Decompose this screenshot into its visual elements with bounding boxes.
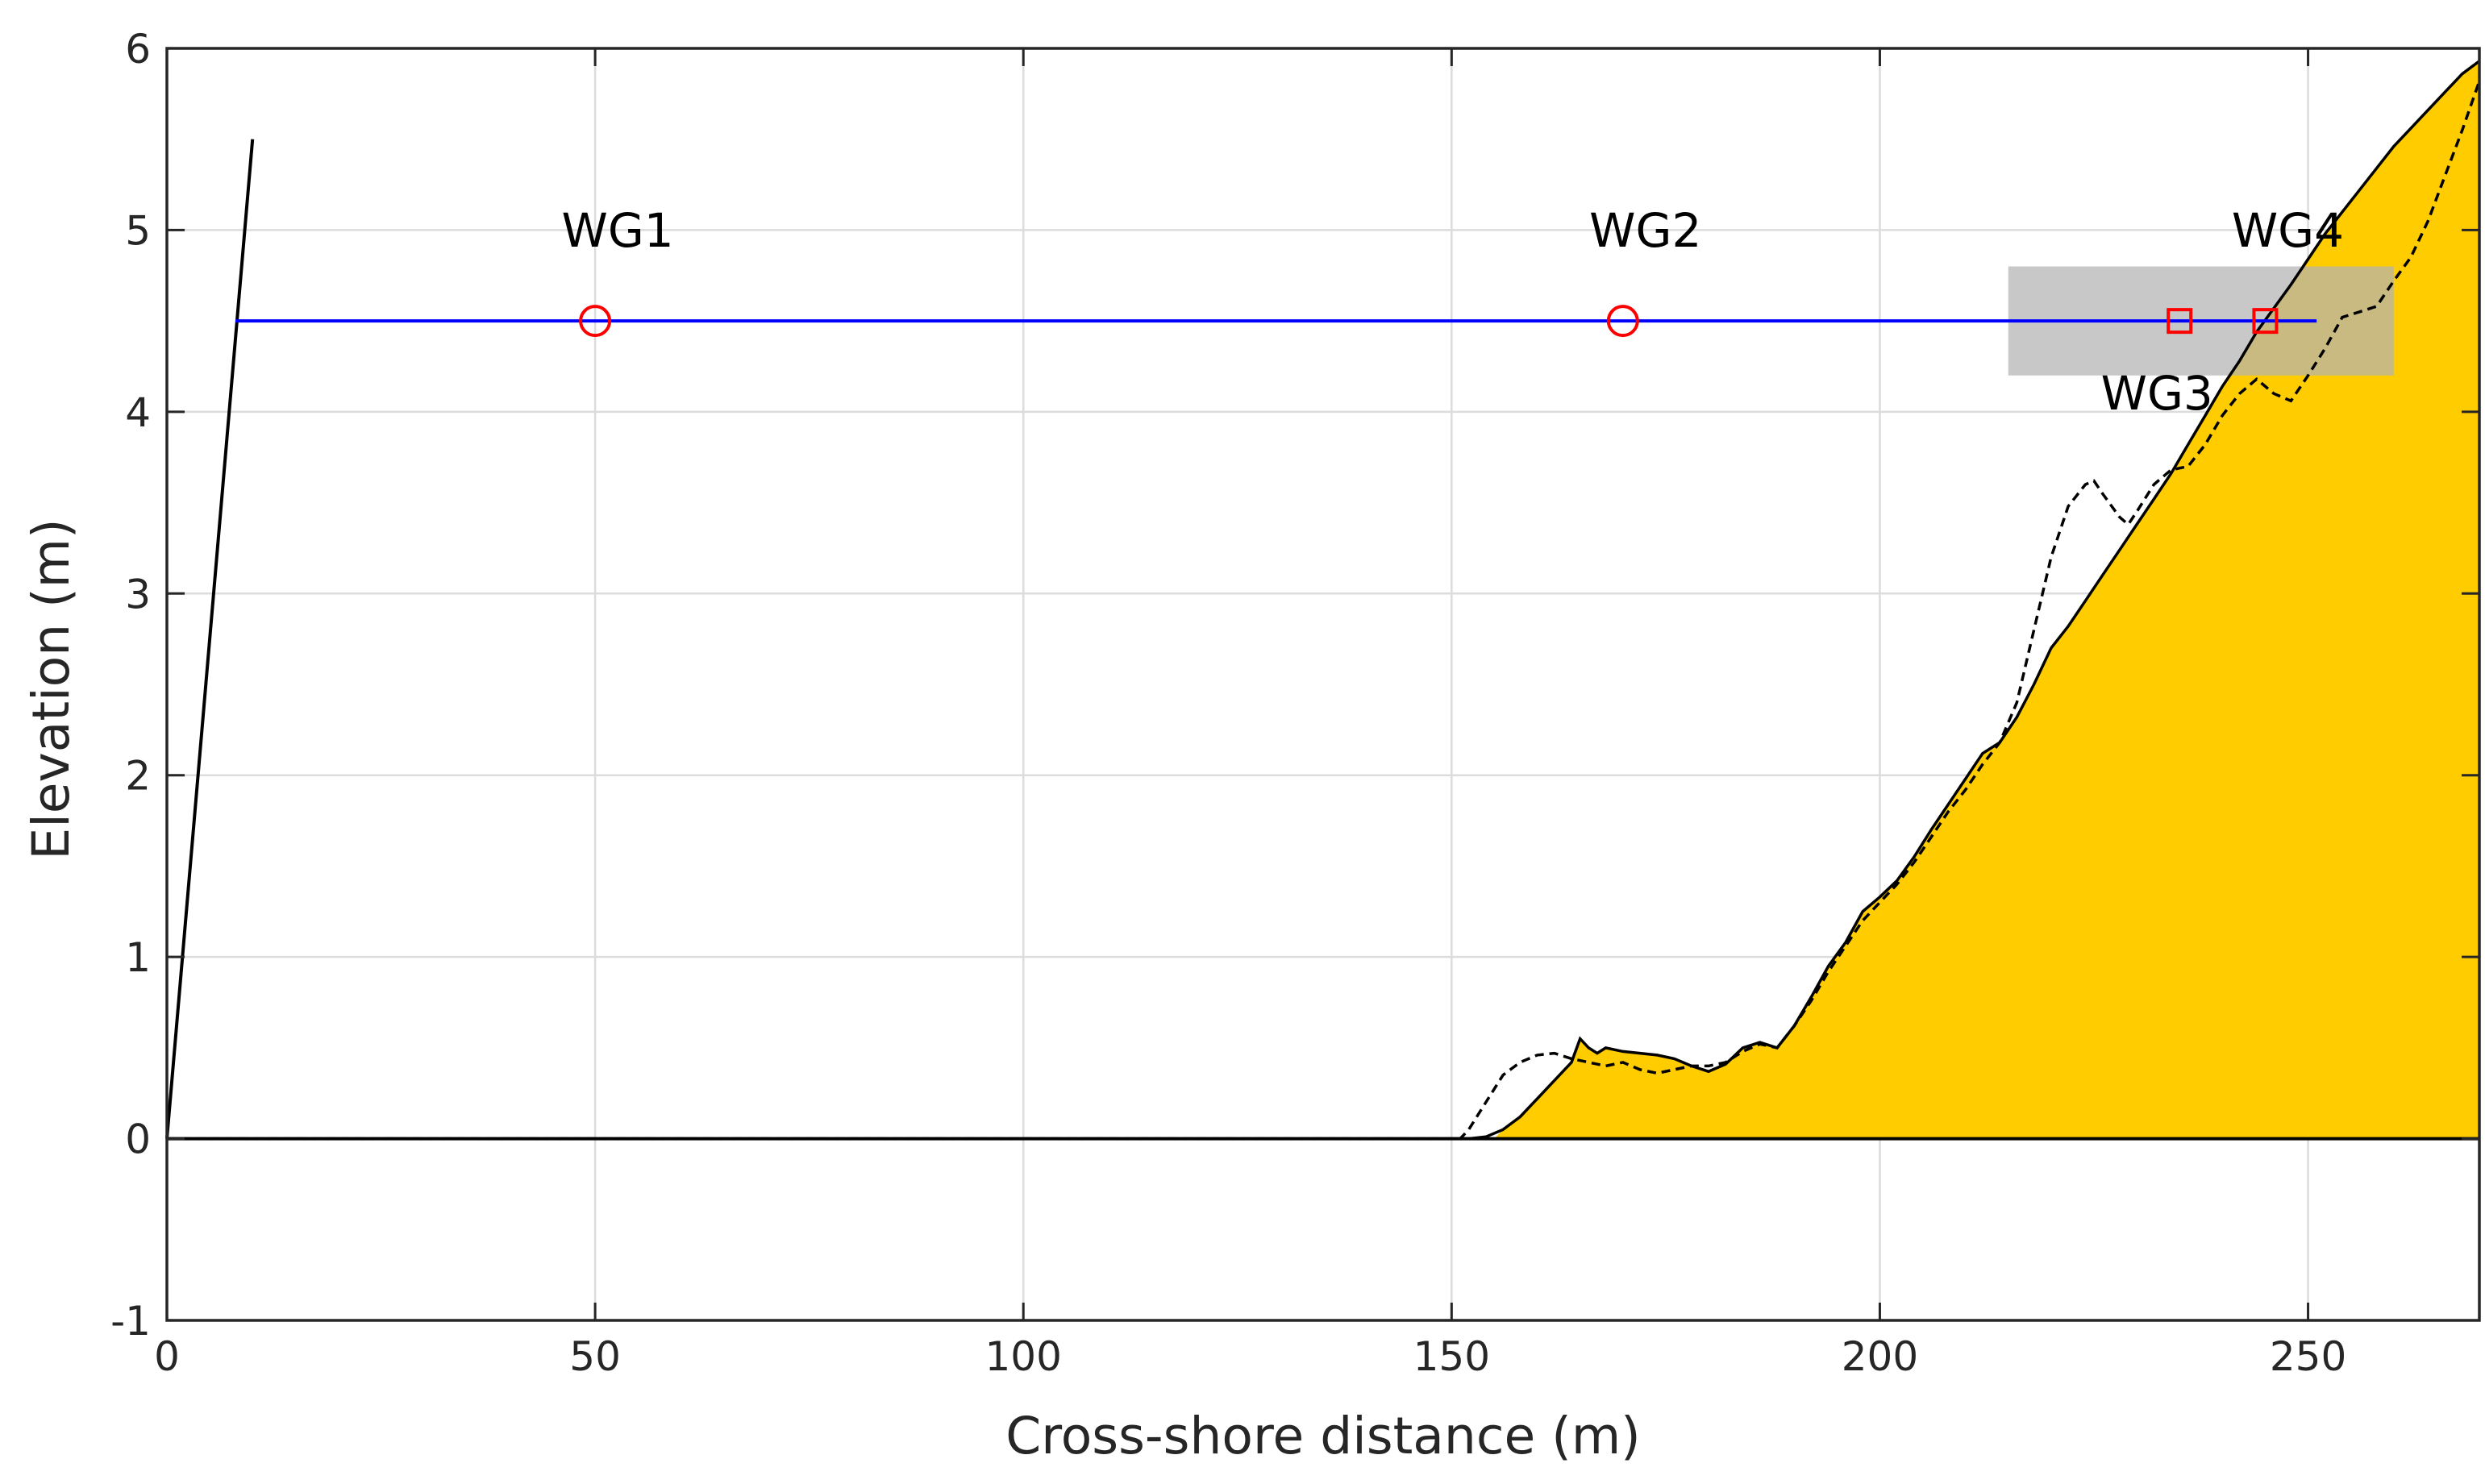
profile-dashed-line [167, 81, 2481, 1141]
y-tick-label: 0 [125, 1116, 151, 1163]
y-tick-label: 1 [125, 934, 151, 981]
x-tick-label: 50 [569, 1333, 621, 1380]
gauge-label: WG2 [1589, 203, 1701, 258]
wall-line [165, 139, 255, 1139]
gauge-marker-circle [579, 305, 612, 338]
axes-frame [165, 47, 2481, 1322]
gauge-label: WG4 [2232, 203, 2344, 258]
gauge-marker-square [2252, 308, 2279, 335]
profile-lines [165, 60, 2481, 1141]
x-tick-label: 0 [154, 1333, 180, 1380]
gauge-label: WG1 [562, 203, 674, 258]
y-tick-label: 5 [125, 207, 151, 254]
profile-solid-line [167, 60, 2481, 1141]
gauge-marker-square [2167, 308, 2193, 335]
y-tick-label: 4 [125, 389, 151, 436]
x-tick-label: 250 [2270, 1333, 2346, 1380]
gauge-markers: WG1 WG2 WG3 WG4 [562, 203, 2345, 421]
y-tick-label: -1 [110, 1298, 151, 1345]
x-tick-label: 100 [985, 1333, 1062, 1380]
bed-fill [1494, 60, 2479, 1139]
x-axis-label: Cross-shore distance (m) [1005, 1407, 1641, 1465]
x-tick-label: 150 [1413, 1333, 1490, 1380]
x-tick-label: 200 [1842, 1333, 1918, 1380]
y-tick-label: 2 [125, 753, 151, 800]
axes-box [165, 47, 2481, 1322]
y-axis-label: Elevation (m) [22, 518, 81, 859]
y-tick-label: 6 [125, 26, 151, 73]
bed-area [1494, 60, 2479, 1139]
gauge-marker-circle [1606, 305, 1639, 338]
y-tick-labels: -1 0 1 2 3 4 5 6 [110, 26, 151, 1345]
x-tick-labels: 0 50 100 150 200 250 [154, 1333, 2346, 1380]
y-tick-label: 3 [125, 571, 151, 617]
gauge-label: WG3 [2101, 366, 2213, 421]
